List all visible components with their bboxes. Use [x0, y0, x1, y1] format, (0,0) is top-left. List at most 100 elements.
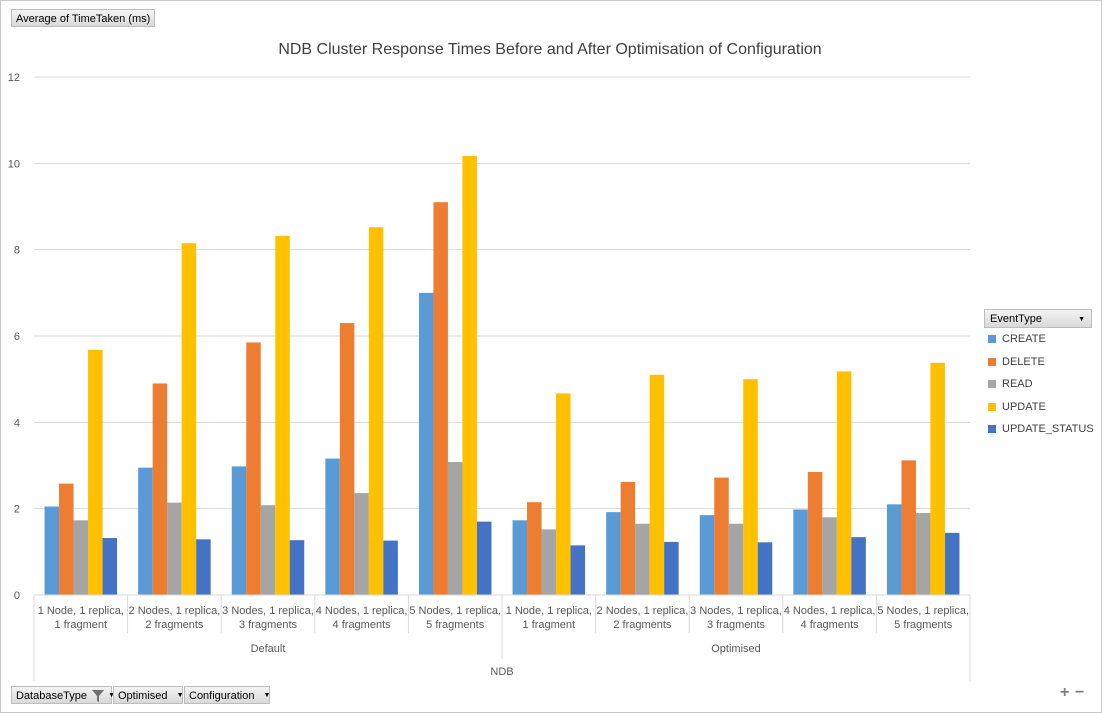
x-group-label: Default [251, 643, 286, 655]
legend-item-update-status: UPDATE_STATUS [984, 418, 1094, 441]
value-field-button[interactable]: Average of TimeTaken (ms) [11, 9, 156, 27]
legend-swatch [988, 402, 996, 411]
y-tick-label: 4 [14, 417, 20, 429]
bar-create [325, 458, 340, 595]
legend-item-update: UPDATE [984, 396, 1092, 419]
bar-read [541, 529, 557, 595]
bar-delete [433, 202, 448, 595]
legend-label: DELETE [1002, 355, 1045, 368]
bar-delete [901, 460, 916, 595]
bar-update [556, 393, 571, 595]
x-tick-label: 5 fragments [426, 619, 485, 631]
bar-read [915, 512, 931, 595]
optimised-label: Optimised [118, 690, 168, 702]
x-tick-label: 5 Nodes, 1 replica, [409, 605, 501, 617]
dropdown-arrow-icon: ▼ [1078, 316, 1085, 323]
legend-label: UPDATE_STATUS [1002, 423, 1094, 435]
bar-update [462, 155, 477, 595]
bar-delete [714, 477, 729, 595]
x-axis: 1 Node, 1 replica, 1 fragment 2 Nodes, 1 r… [33, 594, 971, 681]
legend-swatch [988, 335, 996, 343]
bar-create [512, 520, 528, 595]
legend-swatch [988, 425, 996, 433]
y-tick-label: 8 [14, 245, 20, 257]
bar-read [728, 523, 744, 595]
bars [44, 155, 960, 596]
legend-header-label: EventType [990, 313, 1042, 325]
bar-read [260, 505, 276, 595]
bar-update [836, 371, 852, 595]
bar-delete [59, 483, 74, 595]
legend-label: UPDATE [1002, 400, 1046, 413]
legend-label: CREATE [1002, 333, 1046, 345]
bar-update-status [944, 532, 960, 595]
dropdown-arrow-icon: ▼ [176, 692, 184, 700]
x-group-label: Optimised [711, 643, 761, 655]
legend-item-delete: DELETE [984, 351, 1092, 374]
x-tick-label: 3 Nodes, 1 replica, [222, 605, 314, 617]
legend-swatch [988, 357, 996, 366]
configuration-label: Configuration [189, 690, 255, 702]
legend-items: CREATE DELETE READ UPDATE UPDATE_STATUS [984, 328, 1094, 441]
legend-item-create: CREATE [984, 328, 1092, 351]
optimised-field-button[interactable]: Optimised ▼ [113, 686, 184, 704]
bar-update [743, 379, 758, 595]
bar-create [699, 515, 715, 595]
y-tick-label: 2 [14, 504, 20, 516]
bar-update-status [102, 538, 118, 595]
bar-update-status [851, 537, 866, 595]
bar-create [44, 506, 60, 595]
bar-read [822, 517, 837, 595]
y-tick-label: 12 [8, 72, 20, 84]
x-tick-label: 1 fragment [523, 619, 576, 631]
y-axis: 0 2 4 6 8 10 12 [8, 72, 20, 602]
zoom-in-icon[interactable]: + [1060, 684, 1070, 701]
bar-create [793, 509, 808, 595]
x-tick-label: 1 Node, 1 replica, [506, 605, 592, 617]
bar-update [649, 374, 665, 595]
bar-create [886, 504, 902, 595]
y-tick-label: 6 [14, 331, 20, 343]
x-tick-label: 5 fragments [894, 619, 953, 631]
legend-item-read: READ [984, 373, 1092, 396]
bar-read [167, 502, 182, 595]
x-tick-label: 2 fragments [613, 619, 672, 631]
bar-update [368, 227, 384, 595]
bar-create [418, 292, 434, 595]
zoom-out-icon[interactable]: − [1075, 684, 1085, 701]
bar-read [73, 520, 89, 595]
x-tick-label: 2 fragments [145, 619, 204, 631]
legend-label: READ [1002, 378, 1033, 390]
bar-read [354, 493, 369, 595]
x-tick-label: 1 fragment [55, 619, 108, 631]
y-tick-label: 10 [8, 158, 20, 170]
filter-icon [92, 690, 104, 703]
x-top-group-label: NDB [490, 666, 513, 678]
legend-filter-button[interactable]: EventType ▼ [984, 309, 1092, 328]
bar-update-status [476, 521, 492, 595]
configuration-field-button[interactable]: Configuration ▼ [184, 686, 270, 704]
database-type-label: DatabaseType [16, 690, 87, 702]
chart-title: NDB Cluster Response Times Before and Af… [278, 41, 821, 58]
bar-create [138, 467, 153, 595]
bar-delete [807, 471, 823, 595]
x-tick-label: 2 Nodes, 1 replica, [129, 605, 221, 617]
value-field-label: Average of TimeTaken (ms) [16, 13, 151, 25]
bar-update-status [757, 542, 773, 595]
bar-update [275, 235, 290, 595]
x-tick-label: 3 Nodes, 1 replica, [690, 605, 782, 617]
bar-read [635, 523, 650, 595]
x-tick-label: 2 Nodes, 1 replica, [597, 605, 689, 617]
x-tick-label: 4 fragments [333, 619, 392, 631]
database-type-field-button[interactable]: DatabaseType ▼ [11, 686, 115, 704]
bar-update [181, 243, 197, 596]
x-tick-label: 3 fragments [707, 619, 766, 631]
bar-update [88, 349, 103, 595]
dropdown-arrow-icon: ▼ [108, 692, 115, 700]
legend: EventType ▼ CREATE DELETE READ UPDATE UPDATE… [984, 309, 1094, 441]
y-tick-label: 0 [14, 590, 20, 602]
bar-delete [620, 481, 636, 595]
x-tick-label: 4 fragments [801, 619, 860, 631]
bar-delete [246, 342, 261, 595]
